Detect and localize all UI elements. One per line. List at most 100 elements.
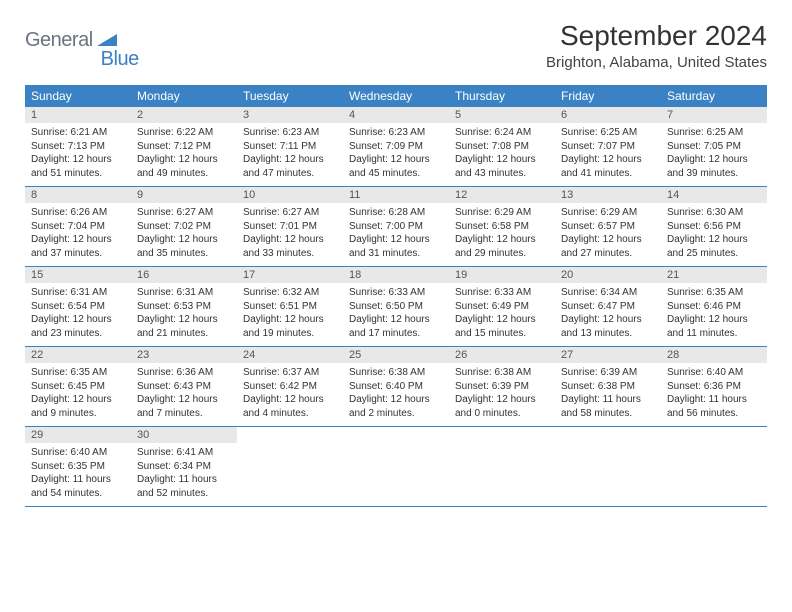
sunrise-line: Sunrise: 6:23 AM — [243, 126, 337, 140]
sunset-line: Sunset: 6:51 PM — [243, 300, 337, 314]
calendar-cell — [237, 427, 343, 507]
sunrise-line: Sunrise: 6:30 AM — [667, 206, 761, 220]
title-block: September 2024 Brighton, Alabama, United… — [546, 20, 767, 71]
sunrise-line: Sunrise: 6:26 AM — [31, 206, 125, 220]
sunset-line: Sunset: 6:45 PM — [31, 380, 125, 394]
sunset-line: Sunset: 7:09 PM — [349, 140, 443, 154]
day-number: 8 — [25, 187, 131, 203]
calendar-cell: 28Sunrise: 6:40 AMSunset: 6:36 PMDayligh… — [661, 347, 767, 427]
calendar-cell: 11Sunrise: 6:28 AMSunset: 7:00 PMDayligh… — [343, 187, 449, 267]
day-number: 25 — [343, 347, 449, 363]
calendar-cell: 6Sunrise: 6:25 AMSunset: 7:07 PMDaylight… — [555, 107, 661, 187]
day-number: 13 — [555, 187, 661, 203]
sunset-line: Sunset: 6:58 PM — [455, 220, 549, 234]
calendar-cell: 26Sunrise: 6:38 AMSunset: 6:39 PMDayligh… — [449, 347, 555, 427]
daylight-line: Daylight: 11 hours and 56 minutes. — [667, 393, 761, 420]
calendar-cell: 24Sunrise: 6:37 AMSunset: 6:42 PMDayligh… — [237, 347, 343, 427]
calendar-cell: 21Sunrise: 6:35 AMSunset: 6:46 PMDayligh… — [661, 267, 767, 347]
day-number: 4 — [343, 107, 449, 123]
sunrise-line: Sunrise: 6:25 AM — [667, 126, 761, 140]
day-details: Sunrise: 6:32 AMSunset: 6:51 PMDaylight:… — [237, 283, 343, 346]
day-details: Sunrise: 6:23 AMSunset: 7:09 PMDaylight:… — [343, 123, 449, 186]
day-number: 9 — [131, 187, 237, 203]
day-number: 3 — [237, 107, 343, 123]
calendar-cell: 29Sunrise: 6:40 AMSunset: 6:35 PMDayligh… — [25, 427, 131, 507]
sunrise-line: Sunrise: 6:21 AM — [31, 126, 125, 140]
calendar-cell: 1Sunrise: 6:21 AMSunset: 7:13 PMDaylight… — [25, 107, 131, 187]
sunset-line: Sunset: 6:47 PM — [561, 300, 655, 314]
daylight-line: Daylight: 12 hours and 41 minutes. — [561, 153, 655, 180]
sunset-line: Sunset: 6:38 PM — [561, 380, 655, 394]
sunset-line: Sunset: 6:49 PM — [455, 300, 549, 314]
weekday-header: Saturday — [661, 85, 767, 107]
day-details: Sunrise: 6:33 AMSunset: 6:50 PMDaylight:… — [343, 283, 449, 346]
calendar-row: 15Sunrise: 6:31 AMSunset: 6:54 PMDayligh… — [25, 267, 767, 347]
calendar-cell: 25Sunrise: 6:38 AMSunset: 6:40 PMDayligh… — [343, 347, 449, 427]
daylight-line: Daylight: 12 hours and 9 minutes. — [31, 393, 125, 420]
daylight-line: Daylight: 12 hours and 51 minutes. — [31, 153, 125, 180]
day-number: 11 — [343, 187, 449, 203]
day-details: Sunrise: 6:37 AMSunset: 6:42 PMDaylight:… — [237, 363, 343, 426]
calendar-cell — [661, 427, 767, 507]
sunset-line: Sunset: 7:00 PM — [349, 220, 443, 234]
sunset-line: Sunset: 6:50 PM — [349, 300, 443, 314]
daylight-line: Daylight: 12 hours and 47 minutes. — [243, 153, 337, 180]
sunset-line: Sunset: 6:35 PM — [31, 460, 125, 474]
day-number: 5 — [449, 107, 555, 123]
sunset-line: Sunset: 6:46 PM — [667, 300, 761, 314]
daylight-line: Daylight: 12 hours and 39 minutes. — [667, 153, 761, 180]
calendar-row: 29Sunrise: 6:40 AMSunset: 6:35 PMDayligh… — [25, 427, 767, 507]
sunset-line: Sunset: 7:11 PM — [243, 140, 337, 154]
calendar-cell: 27Sunrise: 6:39 AMSunset: 6:38 PMDayligh… — [555, 347, 661, 427]
day-details: Sunrise: 6:29 AMSunset: 6:57 PMDaylight:… — [555, 203, 661, 266]
calendar-cell — [555, 427, 661, 507]
daylight-line: Daylight: 11 hours and 52 minutes. — [137, 473, 231, 500]
sunset-line: Sunset: 7:05 PM — [667, 140, 761, 154]
calendar-cell: 3 Sunrise: 6:23 AMSunset: 7:11 PMDaylight… — [237, 107, 343, 187]
daylight-line: Daylight: 12 hours and 27 minutes. — [561, 233, 655, 260]
daylight-line: Daylight: 12 hours and 19 minutes. — [243, 313, 337, 340]
daylight-line: Daylight: 11 hours and 58 minutes. — [561, 393, 655, 420]
logo: General Blue — [25, 20, 139, 61]
day-details: Sunrise: 6:21 AMSunset: 7:13 PMDaylight:… — [25, 123, 131, 186]
day-details: Sunrise: 6:25 AMSunset: 7:07 PMDaylight:… — [555, 123, 661, 186]
day-number: 28 — [661, 347, 767, 363]
header: General Blue September 2024 Brighton, Al… — [25, 20, 767, 71]
day-details: Sunrise: 6:41 AMSunset: 6:34 PMDaylight:… — [131, 443, 237, 506]
sunrise-line: Sunrise: 6:40 AM — [667, 366, 761, 380]
day-number: 20 — [555, 267, 661, 283]
sunset-line: Sunset: 7:13 PM — [31, 140, 125, 154]
daylight-line: Daylight: 12 hours and 11 minutes. — [667, 313, 761, 340]
day-number: 12 — [449, 187, 555, 203]
logo-text-blue: Blue — [101, 48, 139, 71]
calendar-cell: 9Sunrise: 6:27 AMSunset: 7:02 PMDaylight… — [131, 187, 237, 267]
sunrise-line: Sunrise: 6:31 AM — [31, 286, 125, 300]
day-details: Sunrise: 6:35 AMSunset: 6:45 PMDaylight:… — [25, 363, 131, 426]
sunset-line: Sunset: 6:56 PM — [667, 220, 761, 234]
sunset-line: Sunset: 6:43 PM — [137, 380, 231, 394]
sunset-line: Sunset: 7:04 PM — [31, 220, 125, 234]
daylight-line: Daylight: 12 hours and 7 minutes. — [137, 393, 231, 420]
daylight-line: Daylight: 12 hours and 17 minutes. — [349, 313, 443, 340]
day-number: 23 — [131, 347, 237, 363]
daylight-line: Daylight: 12 hours and 29 minutes. — [455, 233, 549, 260]
day-details: Sunrise: 6:31 AMSunset: 6:54 PMDaylight:… — [25, 283, 131, 346]
sunset-line: Sunset: 6:57 PM — [561, 220, 655, 234]
day-number: 22 — [25, 347, 131, 363]
day-number: 26 — [449, 347, 555, 363]
calendar-cell: 30Sunrise: 6:41 AMSunset: 6:34 PMDayligh… — [131, 427, 237, 507]
daylight-line: Daylight: 12 hours and 21 minutes. — [137, 313, 231, 340]
day-details: Sunrise: 6:34 AMSunset: 6:47 PMDaylight:… — [555, 283, 661, 346]
calendar-row: 8 Sunrise: 6:26 AMSunset: 7:04 PM Daylight… — [25, 187, 767, 267]
sunrise-line: Sunrise: 6:33 AM — [349, 286, 443, 300]
day-details: Sunrise: 6:31 AMSunset: 6:53 PMDaylight:… — [131, 283, 237, 346]
sunset-line: Sunset: 7:12 PM — [137, 140, 231, 154]
daylight-line: Daylight: 12 hours and 49 minutes. — [137, 153, 231, 180]
sunset-line: Sunset: 6:40 PM — [349, 380, 443, 394]
daylight-line: Daylight: 12 hours and 35 minutes. — [137, 233, 231, 260]
calendar-cell: 7Sunrise: 6:25 AMSunset: 7:05 PMDaylight… — [661, 107, 767, 187]
day-number: 15 — [25, 267, 131, 283]
day-number: 27 — [555, 347, 661, 363]
sunrise-line: Sunrise: 6:32 AM — [243, 286, 337, 300]
day-details: Sunrise: 6:40 AMSunset: 6:35 PMDaylight:… — [25, 443, 131, 506]
